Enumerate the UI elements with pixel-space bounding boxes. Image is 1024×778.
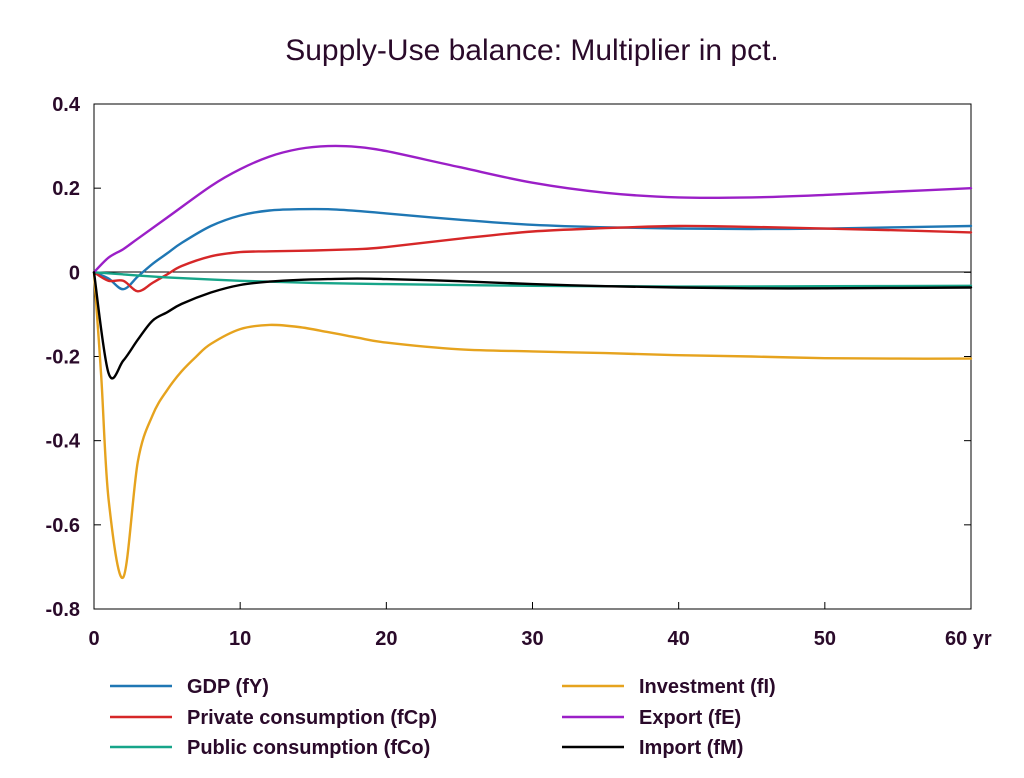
series-line-3 <box>92 271 973 579</box>
x-tick-label: 30 <box>521 628 543 650</box>
legend: GDP (fY) Private consumption (fCp) Public … <box>110 676 776 759</box>
series-line-0 <box>92 207 973 291</box>
series-line-2 <box>92 271 973 288</box>
series-line-1 <box>92 224 973 293</box>
plot-area: 0 10 20 30 40 50 60 yr 0.4 0.2 0 -0.2 -0.4 -0.6 -0.8 <box>46 94 992 650</box>
legend-label: Import (fM) <box>639 737 743 759</box>
y-tick-label: -0.6 <box>46 515 80 537</box>
legend-label: Private consumption (fCp) <box>187 707 437 729</box>
y-tick-label: -0.8 <box>46 599 80 621</box>
series-line-5 <box>92 271 973 380</box>
y-tick-label: 0 <box>69 262 80 284</box>
legend-label: GDP (fY) <box>187 676 269 698</box>
x-tick-label: 50 <box>814 628 836 650</box>
plot-frame <box>93 103 972 610</box>
legend-label: Investment (fI) <box>639 676 776 698</box>
x-axis-ticks: 0 10 20 30 40 50 60 yr <box>88 602 992 650</box>
x-tick-label: 0 <box>88 628 99 650</box>
y-axis-ticks: 0.4 0.2 0 -0.2 -0.4 -0.6 -0.8 <box>46 94 971 621</box>
x-tick-label: 60 yr <box>945 628 992 650</box>
x-tick-label: 20 <box>375 628 397 650</box>
y-tick-label: 0.2 <box>52 178 80 200</box>
x-tick-label: 40 <box>668 628 690 650</box>
x-tick-label: 10 <box>229 628 251 650</box>
y-tick-label: -0.4 <box>46 431 81 453</box>
y-tick-label: -0.2 <box>46 347 80 369</box>
legend-label: Export (fE) <box>639 707 741 729</box>
series-line-4 <box>92 144 973 274</box>
chart-title: Supply-Use balance: Multiplier in pct. <box>285 34 779 67</box>
series-lines <box>92 144 973 579</box>
legend-label: Public consumption (fCo) <box>187 737 430 759</box>
y-tick-label: 0.4 <box>52 94 81 116</box>
